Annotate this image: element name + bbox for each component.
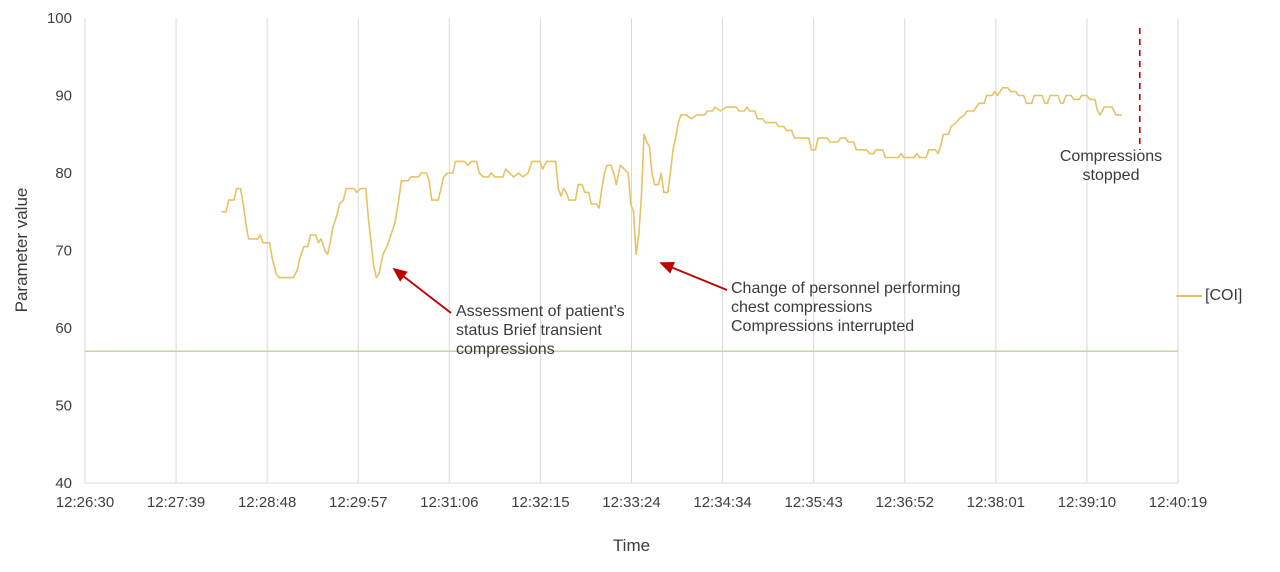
x-tick-label: 12:32:15 xyxy=(511,494,569,511)
annotation-stopped-line-1: Compressions xyxy=(1059,148,1163,165)
x-tick-label: 12:40:19 xyxy=(1149,494,1207,511)
annotation-assessment-line-2: status Brief transient xyxy=(456,322,602,339)
annotation-compressions-stopped: Compressions stopped xyxy=(1040,147,1182,185)
x-tick-label: 12:35:43 xyxy=(784,494,842,511)
x-tick-label: 12:36:52 xyxy=(876,494,934,511)
assessment-arrow xyxy=(392,267,452,314)
annotation-assessment-line-3: compressions xyxy=(456,341,555,358)
y-tick-label: 90 xyxy=(55,88,72,105)
y-tick-label: 60 xyxy=(55,320,72,337)
annotation-personnel-line-2: chest compressions xyxy=(731,299,873,316)
legend-series-label: [COI] xyxy=(1205,287,1243,304)
annotation-stopped-line-2: stopped xyxy=(1082,167,1140,184)
y-tick-label: 100 xyxy=(47,10,72,27)
annotation-personnel-line-1: Change of personnel performing xyxy=(731,280,961,297)
x-tick-label: 12:27:39 xyxy=(147,494,205,511)
annotation-assessment-line-1: Assessment of patient’s xyxy=(456,303,625,320)
annotation-personnel-line-3: Compressions interrupted xyxy=(731,318,915,335)
x-tick-label: 12:38:01 xyxy=(967,494,1025,511)
y-axis-title: Parameter value xyxy=(12,187,31,313)
x-tick-label: 12:29:57 xyxy=(329,494,387,511)
x-tick-label: 12:26:30 xyxy=(56,494,114,511)
x-axis-title: Time xyxy=(612,536,651,555)
y-tick-label: 50 xyxy=(55,398,72,415)
coi-series-line xyxy=(221,87,1123,279)
y-tick-label: 70 xyxy=(55,243,72,260)
legend-line-swatch xyxy=(1176,295,1202,297)
y-tick-label: 40 xyxy=(55,475,72,492)
annotation-assessment: Assessment of patient’s status Brief tra… xyxy=(456,302,625,359)
x-tick-label: 12:31:06 xyxy=(420,494,478,511)
x-tick-label: 12:28:48 xyxy=(238,494,296,511)
x-tick-label: 12:33:24 xyxy=(602,494,660,511)
y-tick-label: 80 xyxy=(55,165,72,182)
x-tick-label: 12:39:10 xyxy=(1058,494,1116,511)
legend: [COI] xyxy=(1176,287,1242,305)
annotation-personnel-change: Change of personnel performing chest com… xyxy=(731,279,960,336)
personnel-change-arrow xyxy=(659,261,728,291)
x-tick-label: 12:34:34 xyxy=(693,494,751,511)
